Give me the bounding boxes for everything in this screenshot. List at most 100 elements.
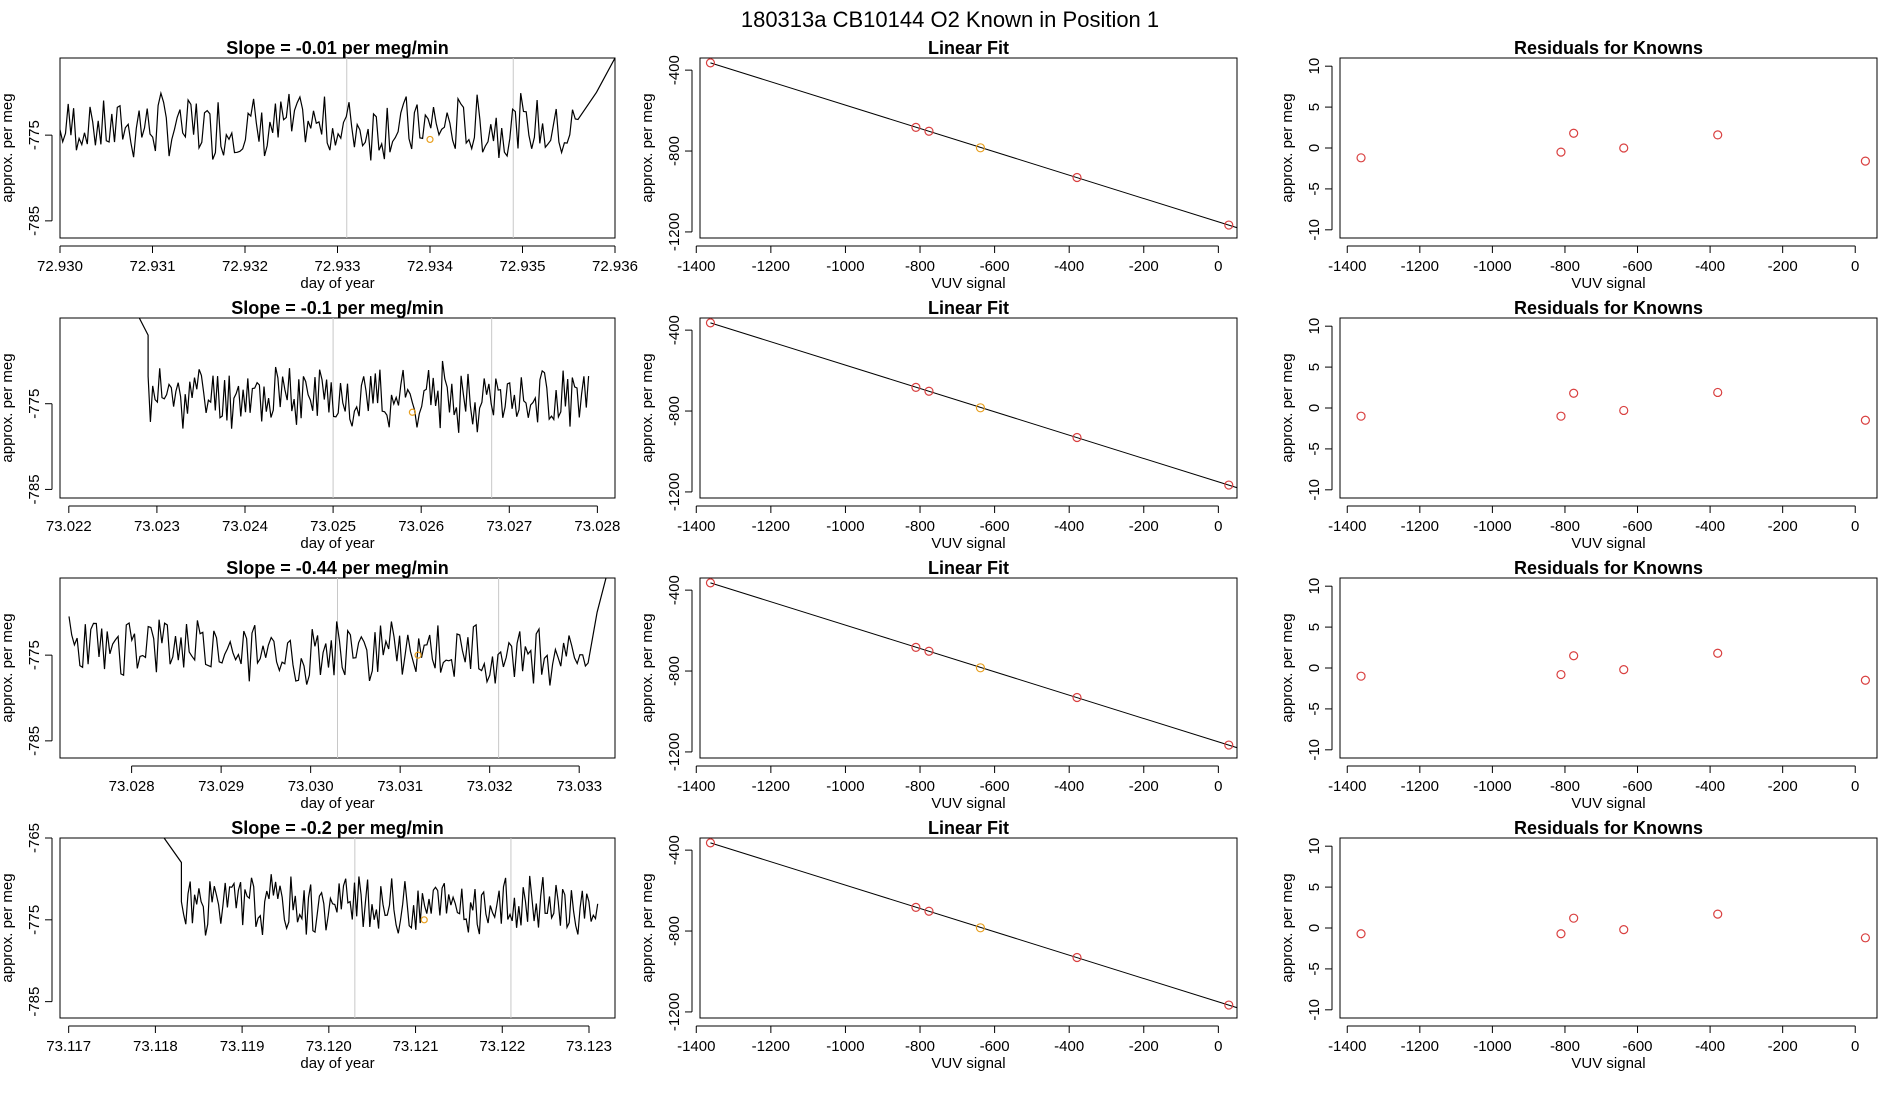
x-tick-label: -800 [1550,1038,1580,1055]
x-tick-label: 73.123 [566,1038,612,1055]
panel-title: Slope = -0.44 per meg/min [226,558,449,578]
x-tick-label: -400 [1695,1038,1725,1055]
highlight-point [975,143,986,153]
figure-title: 180313a CB10144 O2 Known in Position 1 [741,7,1159,32]
data-point [1619,405,1629,416]
y-tick-label: 5 [1306,883,1323,891]
x-tick-label: -400 [1695,778,1725,795]
y-tick-label: 10 [1306,578,1323,595]
x-tick-label: 0 [1851,518,1859,535]
data-point [1224,1000,1234,1010]
x-tick-label: -1400 [1328,778,1366,795]
data-point [1619,143,1629,153]
x-tick-label: -400 [1054,258,1084,275]
data-point [1072,172,1082,183]
highlight-point [414,651,422,659]
y-tick-label: -1200 [666,733,683,771]
x-tick-label: -1200 [752,1038,790,1055]
x-tick-label: 0 [1851,778,1859,795]
x-tick-label: -200 [1129,258,1159,275]
x-tick-label: 72.934 [407,258,453,275]
x-tick-label: -600 [1623,778,1653,795]
data-point [1619,925,1629,935]
panel-title: Linear Fit [928,38,1009,58]
x-tick-label: 73.119 [220,1038,265,1055]
data-point [1556,147,1566,157]
x-tick-label: -1400 [677,778,715,795]
x-tick-label: -1400 [677,258,715,275]
panel-title: Linear Fit [928,298,1009,318]
x-tick-label: -600 [1623,1038,1653,1055]
x-axis-label: VUV signal [1571,535,1645,552]
data-point [1224,740,1234,750]
y-tick-label: -785 [26,206,43,236]
x-tick-label: -800 [905,1038,935,1055]
y-axis-label: approx. per meg [1279,873,1296,982]
data-trace [60,58,615,161]
y-tick-label: -765 [26,823,43,853]
panel-r3-c3: Residuals for Knowns-1400 -1200 -1000 -800-… [1279,558,1878,812]
y-tick-label: 5 [1306,363,1323,371]
x-tick-label: -200 [1129,778,1159,795]
x-tick-label: -1200 [1401,518,1439,535]
panel-title: Slope = -0.01 per meg/min [226,38,449,58]
x-tick-label: -1000 [1473,778,1511,795]
y-axis-label: approx. per meg [0,613,16,722]
data-trace [68,578,607,686]
data-point [911,382,921,392]
data-point [1713,648,1723,658]
x-tick-label: -1000 [826,778,864,795]
x-tick-label: 73.122 [479,1038,525,1055]
panel-title: Slope = -0.2 per meg/min [231,818,444,838]
x-tick-label: 73.033 [556,778,602,795]
x-tick-label: 0 [1214,518,1222,535]
y-axis-label: approx. per meg [1279,93,1296,202]
y-tick-label: 0 [1306,144,1323,152]
data-point [705,318,716,328]
x-tick-label: -1200 [752,778,790,795]
panel-r3-c1: Slope = -0.44 per meg/min 73.028 73.029 73.… [0,558,616,812]
fit-line [710,582,1237,749]
x-axis-label: VUV signal [931,535,1005,552]
x-tick-label: -1200 [1401,778,1439,795]
y-tick-label: -5 [1306,442,1323,455]
x-tick-label: 72.932 [222,258,268,275]
x-axis-label: day of year [300,1055,374,1072]
y-axis-label: approx. per meg [639,873,656,982]
x-tick-label: -1200 [752,258,790,275]
data-point [911,122,921,132]
y-tick-label: 10 [1306,318,1323,335]
data-point [1569,913,1579,923]
data-point [1556,411,1566,421]
plot-frame [1339,317,1878,499]
panel-title: Linear Fit [928,818,1009,838]
x-tick-label: 73.118 [133,1038,178,1055]
y-tick-label: -800 [666,656,683,686]
data-point [1356,929,1366,939]
data-point [1569,388,1579,398]
y-tick-label: -775 [26,120,43,150]
x-tick-label: -1400 [1328,1038,1366,1055]
x-tick-label: 73.025 [310,518,356,535]
y-axis-label: approx. per meg [0,873,16,982]
y-tick-label: -400 [666,315,683,345]
y-axis-label: approx. per meg [1279,613,1296,722]
data-point [705,578,716,588]
panel-r4-c2: Linear Fit -1400 -1200 -1000 -800 -600 -400 -20… [639,818,1238,1072]
y-tick-label: -800 [666,136,683,166]
y-axis-label: approx. per meg [639,93,656,202]
plot-frame [1339,57,1878,239]
data-point [1713,387,1723,398]
x-tick-label: -800 [905,778,935,795]
x-tick-label: -1000 [826,1038,864,1055]
plot-frame [699,57,1238,239]
y-tick-label: -1200 [666,213,683,251]
data-point [924,906,934,916]
y-tick-label: -10 [1306,739,1323,761]
data-point [1072,432,1082,443]
x-tick-label: -800 [1550,518,1580,535]
x-tick-label: -600 [1623,518,1653,535]
y-tick-label: -785 [26,987,43,1017]
highlight-point [408,408,416,416]
panel-title: Residuals for Knowns [1514,558,1703,578]
